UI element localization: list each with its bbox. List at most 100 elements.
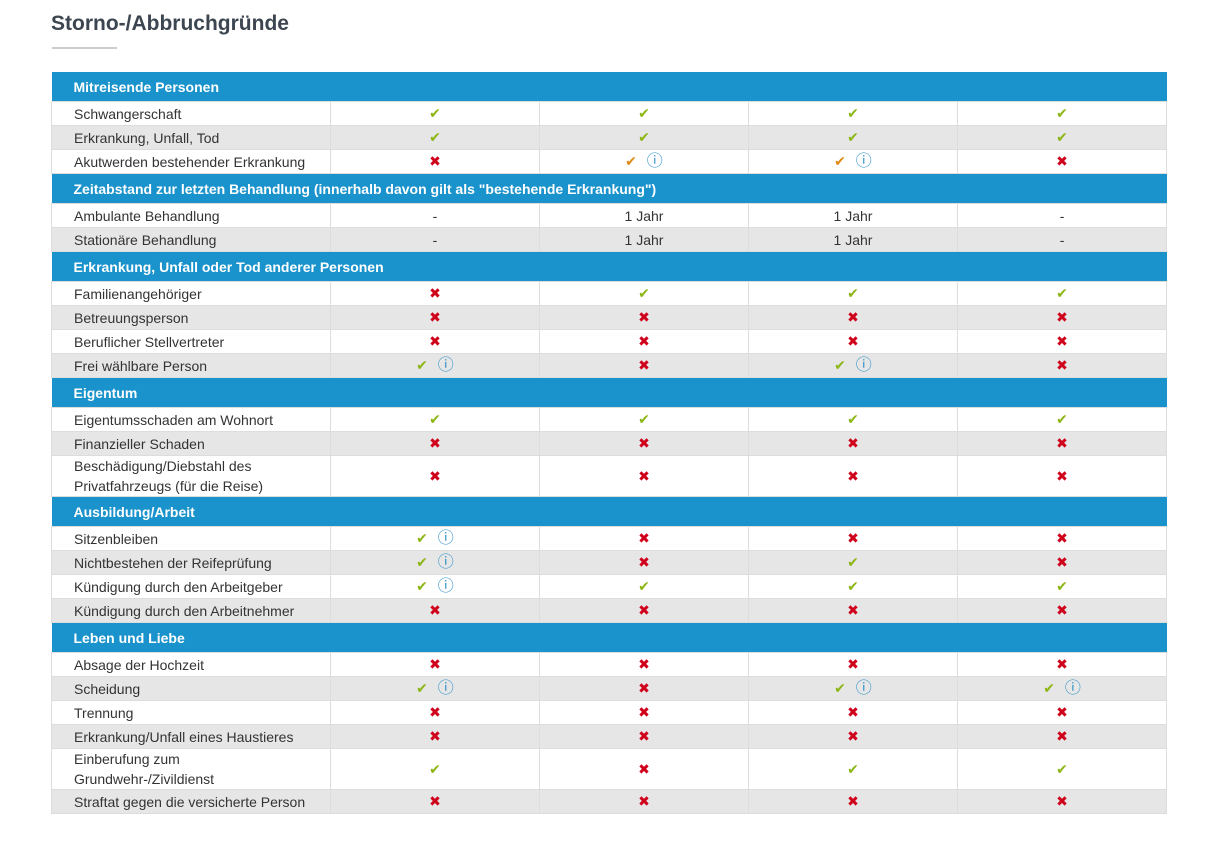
- info-icon: ⓘ: [437, 355, 454, 374]
- cell: ✖: [539, 724, 749, 749]
- cell: -: [956, 203, 1168, 228]
- table-row: Absage der Hochzeit ✖ ✖ ✖ ✖: [51, 652, 1168, 677]
- cell: ✖: [748, 598, 958, 623]
- cell: ✔: [956, 574, 1168, 599]
- cross-icon: ✖: [429, 310, 441, 326]
- check-icon: ✔: [847, 761, 859, 778]
- table-row: Nichtbestehen der Reifeprüfung ✔ ⓘ ✖ ✔ ✖: [51, 550, 1168, 575]
- section-title: Zeitabstand zur letzten Behandlung (inne…: [73, 180, 657, 197]
- row-label: Erkrankung, Unfall, Tod: [51, 125, 331, 150]
- cell: ✔ ⓘ: [956, 676, 1168, 701]
- cross-icon: ✖: [1056, 358, 1068, 374]
- check-icon: ✔: [834, 154, 846, 170]
- check-icon: ✔: [847, 555, 859, 571]
- cell: ✔: [956, 407, 1168, 432]
- cell: ✖: [748, 455, 958, 497]
- cross-icon: ✖: [1056, 729, 1068, 745]
- row-label: Erkrankung/Unfall eines Haustieres: [51, 724, 331, 749]
- info-icon: ⓘ: [855, 678, 872, 697]
- row-label: Straftat gegen die versicherte Person: [51, 789, 331, 814]
- cell: ✔ ⓘ: [330, 526, 540, 551]
- check-icon: ✔: [416, 531, 428, 547]
- row-label: Akutwerden bestehender Erkrankung: [51, 149, 331, 174]
- cell: ✖: [748, 526, 958, 551]
- cell: ✔ ⓘ: [330, 550, 540, 575]
- cell: ✖: [956, 149, 1168, 174]
- coverage-table: Mitreisende Personen Schwangerschaft ✔ ✔ ✔ ✔ E…: [51, 72, 1168, 814]
- cross-icon: ✖: [847, 603, 859, 619]
- cell: ✔ ⓘ: [748, 149, 958, 174]
- cross-icon: ✖: [638, 436, 650, 452]
- check-icon: ✔: [847, 130, 859, 146]
- info-icon: ⓘ: [437, 552, 454, 571]
- info-icon: ⓘ: [437, 528, 454, 547]
- row-label: Schwangerschaft: [51, 101, 331, 126]
- cross-icon: ✖: [638, 334, 650, 350]
- table-row: Kündigung durch den Arbeitnehmer ✖ ✖ ✖ ✖: [51, 598, 1168, 623]
- row-label: Kündigung durch den Arbeitgeber: [51, 574, 331, 599]
- cell: ✖: [956, 700, 1168, 725]
- check-icon: ✔: [416, 358, 428, 374]
- cell: ✖: [956, 652, 1168, 677]
- row-label: Scheidung: [51, 676, 331, 701]
- cross-icon: ✖: [638, 531, 650, 547]
- table-body: Mitreisende Personen Schwangerschaft ✔ ✔ ✔ ✔ E…: [51, 72, 1168, 814]
- row-label: Beruflicher Stellvertreter: [51, 329, 331, 354]
- cell: 1 Jahr: [539, 203, 749, 228]
- cross-icon: ✖: [1056, 603, 1068, 619]
- cell: ✖: [956, 598, 1168, 623]
- cell: ✖: [330, 652, 540, 677]
- table-row: Frei wählbare Person ✔ ⓘ ✖ ✔ ⓘ ✖: [51, 353, 1168, 378]
- cross-icon: ✖: [429, 729, 441, 745]
- section-header-row: Ausbildung/Arbeit: [51, 496, 1167, 527]
- cross-icon: ✖: [847, 436, 859, 452]
- cell: ✖: [748, 789, 958, 814]
- cross-icon: ✖: [638, 681, 650, 697]
- cell: ✖: [330, 305, 540, 330]
- cross-icon: ✖: [429, 657, 441, 673]
- cell: ✖: [330, 281, 540, 306]
- info-icon: ⓘ: [437, 678, 454, 697]
- cross-icon: ✖: [1056, 794, 1068, 810]
- section-header-row: Leben und Liebe: [51, 622, 1167, 653]
- cross-icon: ✖: [638, 657, 650, 673]
- cross-icon: ✖: [429, 286, 441, 302]
- cell: ✔: [748, 125, 958, 150]
- cell: ✖: [539, 748, 749, 790]
- cross-icon: ✖: [1056, 334, 1068, 350]
- title: Storno-/Abbruchgründe: [51, 12, 289, 35]
- cell: ✖: [956, 724, 1168, 749]
- info-icon: ⓘ: [855, 355, 872, 374]
- cross-icon: ✖: [1056, 705, 1068, 721]
- cell: ✔: [539, 101, 749, 126]
- check-icon: ✔: [429, 106, 441, 122]
- cross-icon: ✖: [638, 761, 650, 778]
- table-row: Straftat gegen die versicherte Person ✖ ✖ ✖…: [51, 789, 1168, 814]
- cross-icon: ✖: [1056, 531, 1068, 547]
- cross-icon: ✖: [847, 468, 859, 485]
- cell: ✔: [539, 125, 749, 150]
- table-row: Scheidung ✔ ⓘ ✖ ✔ ⓘ ✔ ⓘ: [51, 676, 1168, 701]
- cell: ✖: [330, 329, 540, 354]
- cell: ✔ ⓘ: [330, 353, 540, 378]
- row-label: Beschädigung/Diebstahl des Privatfahrzeu…: [51, 455, 331, 497]
- cross-icon: ✖: [847, 794, 859, 810]
- cell: ✖: [748, 700, 958, 725]
- check-icon: ✔: [1056, 106, 1068, 122]
- check-icon: ✔: [1056, 579, 1068, 595]
- cell: ✖: [330, 598, 540, 623]
- cell: ✖: [539, 329, 749, 354]
- cell: ✖: [956, 526, 1168, 551]
- check-icon: ✔: [638, 579, 650, 595]
- cell: ✖: [330, 149, 540, 174]
- cell: 1 Jahr: [748, 203, 958, 228]
- cross-icon: ✖: [847, 657, 859, 673]
- table-row: Betreuungsperson ✖ ✖ ✖ ✖: [51, 305, 1168, 330]
- cross-icon: ✖: [638, 358, 650, 374]
- cell: ✖: [956, 329, 1168, 354]
- check-icon: ✔: [847, 412, 859, 428]
- cell: ✖: [539, 455, 749, 497]
- check-icon: ✔: [638, 130, 650, 146]
- table-row: Sitzenbleiben ✔ ⓘ ✖ ✖ ✖: [51, 526, 1168, 551]
- row-label: Betreuungsperson: [51, 305, 331, 330]
